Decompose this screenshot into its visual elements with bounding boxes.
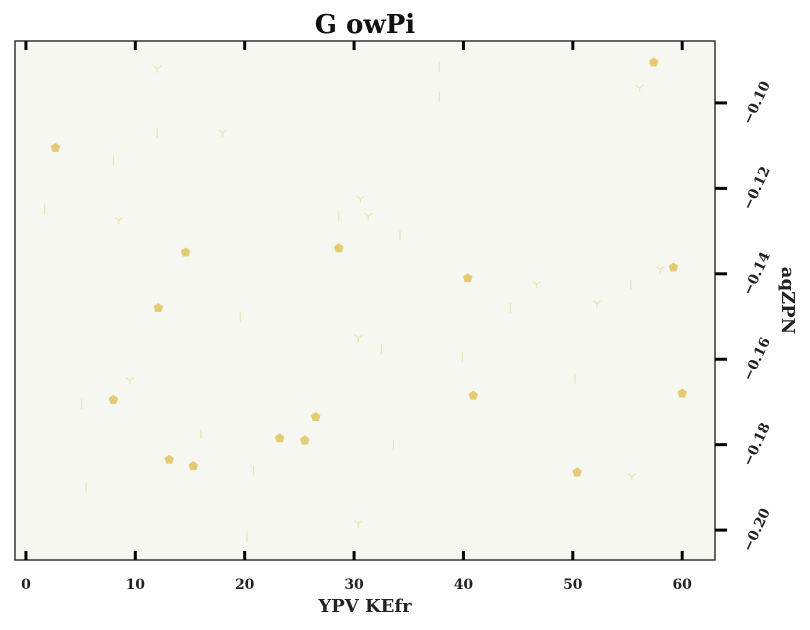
pentagon-point xyxy=(180,247,191,257)
pentagon-point xyxy=(648,57,659,67)
x-axis-label: YPV KEfr xyxy=(317,596,412,617)
y-tick-label: −0.14 xyxy=(740,249,774,298)
faint-marker xyxy=(354,334,363,342)
pentagon-point xyxy=(677,388,687,398)
faint-marker xyxy=(627,473,637,481)
pentagon-point xyxy=(50,142,61,152)
x-tick-label: 0 xyxy=(21,577,31,593)
faint-marker xyxy=(655,266,665,274)
pentagon-point xyxy=(668,262,679,272)
faint-marker xyxy=(354,520,363,528)
faint-marker xyxy=(363,212,373,221)
pentagon-point xyxy=(164,454,174,464)
x-tick-label: 50 xyxy=(563,577,583,593)
faint-marker-series xyxy=(43,61,665,542)
faint-marker xyxy=(114,216,124,225)
pentagon-marker-series xyxy=(50,57,687,477)
faint-marker xyxy=(532,281,542,289)
pentagon-point xyxy=(274,433,285,443)
pentagon-point xyxy=(468,390,479,400)
y-tick-label: −0.12 xyxy=(740,164,774,212)
y-tick-label: −0.20 xyxy=(740,506,774,555)
pentagon-point xyxy=(333,243,344,253)
pentagon-point xyxy=(300,435,310,445)
faint-marker xyxy=(592,300,602,308)
x-axis-ticks: 0 10 20 30 40 50 60 xyxy=(21,41,692,593)
y-tick-label: −0.16 xyxy=(740,335,774,383)
faint-marker xyxy=(152,65,162,73)
y-tick-label: −0.18 xyxy=(740,421,774,469)
faint-marker xyxy=(218,129,228,137)
pentagon-point xyxy=(153,302,164,313)
y-tick-label: −0.10 xyxy=(740,79,774,128)
x-tick-label: 30 xyxy=(344,577,364,593)
x-tick-label: 20 xyxy=(235,577,255,593)
plot-frame xyxy=(14,40,716,561)
y-axis-label: aqZPN xyxy=(777,267,798,334)
faint-marker xyxy=(635,84,644,92)
pentagon-point xyxy=(188,461,199,471)
x-tick-label: 40 xyxy=(454,577,474,593)
y-axis-ticks: −0.10 −0.12 −0.14 −0.16 −0.18 −0.20 xyxy=(715,79,774,555)
pentagon-point xyxy=(108,394,119,404)
x-tick-label: 60 xyxy=(672,577,692,593)
pentagon-point xyxy=(572,467,582,477)
faint-marker xyxy=(125,377,135,385)
chart-title: G owPi xyxy=(315,10,416,40)
plot-area xyxy=(15,41,715,560)
pentagon-point xyxy=(463,273,473,283)
pentagon-point xyxy=(311,411,321,421)
faint-marker xyxy=(356,195,365,204)
x-tick-label: 10 xyxy=(126,577,146,593)
